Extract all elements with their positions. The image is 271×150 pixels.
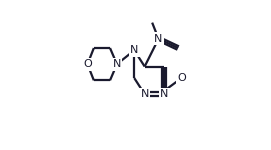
Text: N: N <box>130 45 138 55</box>
Text: N: N <box>154 34 163 44</box>
Text: N: N <box>140 89 149 99</box>
Text: N: N <box>113 59 121 69</box>
Text: O: O <box>83 59 92 69</box>
Text: N: N <box>160 89 169 99</box>
Text: O: O <box>177 73 186 83</box>
